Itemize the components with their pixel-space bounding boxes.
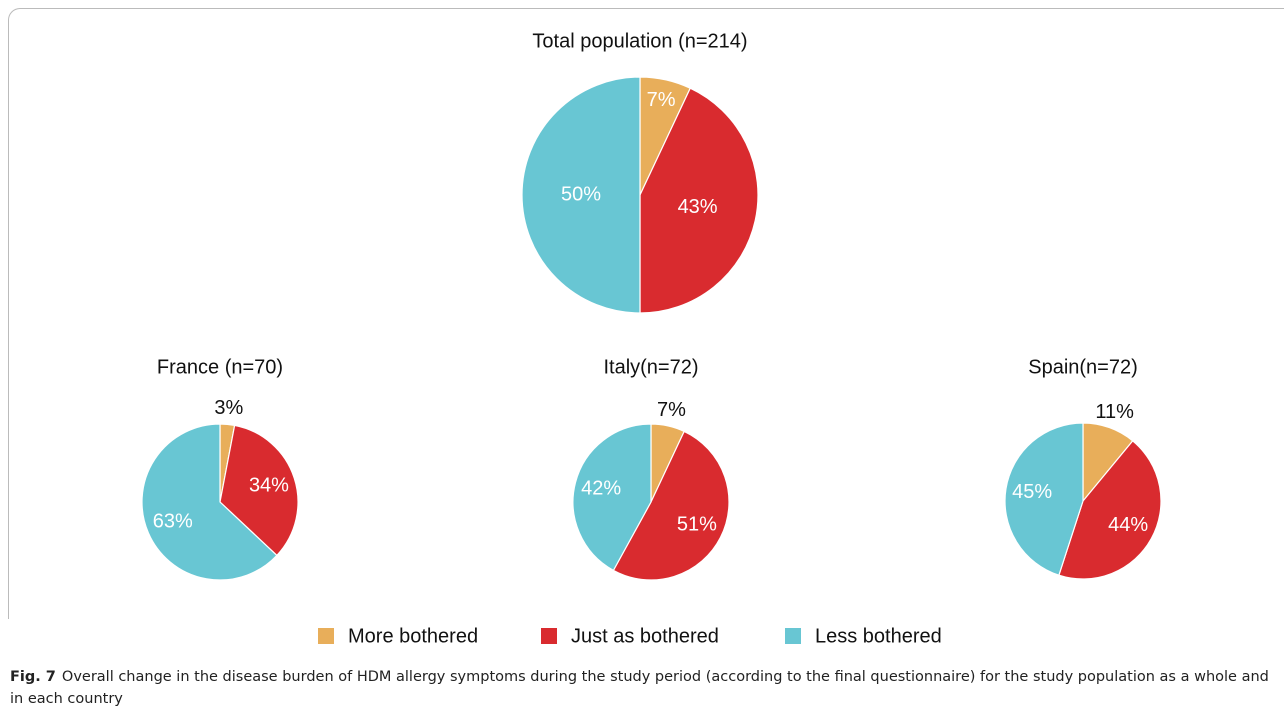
chart: Total population (n=214) 7% 43% 50% France (… — [141, 30, 1162, 647]
slice-label: 44% — [1108, 514, 1148, 536]
slice-label: 42% — [581, 477, 621, 499]
pie-slice — [572, 423, 652, 572]
legend-label: Just as bothered — [571, 625, 719, 647]
pie-slice — [1004, 422, 1084, 576]
legend-swatch — [785, 628, 801, 644]
slice-label: 11% — [1095, 401, 1134, 423]
pie-slice — [521, 76, 641, 314]
pie-slice — [219, 424, 299, 557]
slice-label: 7% — [657, 399, 686, 421]
pie-slice — [612, 430, 730, 581]
pie-slice — [639, 87, 759, 314]
caption-label: Fig. 7 — [10, 669, 56, 685]
slice-label: 3% — [214, 397, 243, 419]
pie-slice — [141, 423, 278, 581]
caption: Fig. 7 Overall change in the disease burd… — [10, 666, 1270, 710]
pie-slice — [1058, 440, 1162, 580]
figure-frame — [8, 8, 1284, 619]
slice-label: 45% — [1012, 481, 1052, 503]
pie-title: Total population (n=214) — [532, 30, 747, 52]
caption-text: Overall change in the disease burden of … — [10, 669, 1269, 707]
legend-label: More bothered — [348, 625, 478, 647]
legend-label: Less bothered — [815, 625, 942, 647]
legend-swatch — [318, 628, 334, 644]
slice-label: 51% — [677, 514, 717, 536]
slice-label: 63% — [153, 511, 193, 533]
legend-swatch — [541, 628, 557, 644]
slice-label: 7% — [647, 89, 676, 111]
pie-title: Italy(n=72) — [603, 356, 698, 378]
slice-label: 34% — [249, 474, 289, 496]
slice-label: 43% — [678, 196, 718, 218]
slice-label: 50% — [561, 183, 601, 205]
pie-title: Spain(n=72) — [1028, 356, 1138, 378]
pie-title: France (n=70) — [157, 356, 283, 378]
